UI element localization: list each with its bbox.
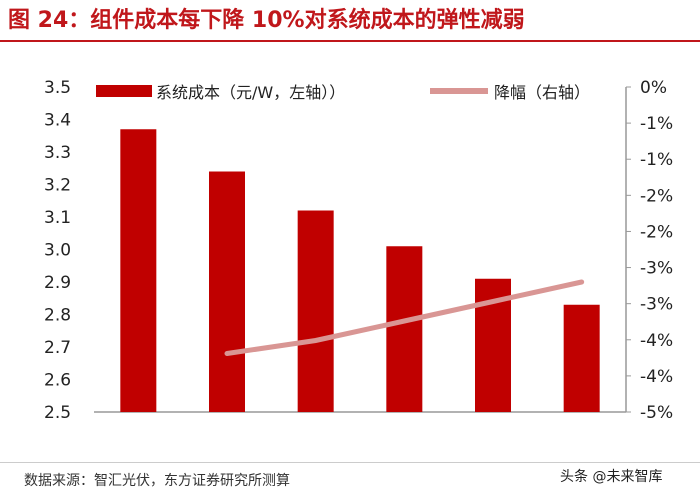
title-divider — [0, 40, 700, 42]
right-tick-label: -4% — [640, 331, 673, 351]
right-tick-label: -1% — [640, 150, 673, 170]
watermark: 头条 @未来智库 — [560, 469, 663, 485]
legend-swatch-bar — [96, 85, 152, 97]
right-tick-label: 0% — [640, 78, 667, 98]
bar — [297, 210, 334, 412]
left-tick-label: 3.1 — [44, 208, 71, 228]
left-tick-label: 2.7 — [44, 338, 71, 358]
bar-series — [120, 129, 600, 412]
left-tick-label: 3.2 — [44, 176, 71, 196]
right-tick-label: -2% — [640, 186, 673, 206]
left-tick-label: 3.4 — [44, 111, 71, 131]
footer-divider — [0, 462, 700, 463]
right-tick-label: -5% — [640, 403, 673, 423]
left-tick-label: 2.6 — [44, 371, 71, 391]
left-tick-label: 3.3 — [44, 143, 71, 163]
left-tick-label: 3.0 — [44, 241, 71, 261]
bar — [386, 246, 423, 412]
right-tick-label: -4% — [640, 367, 673, 387]
legend-swatch-line — [430, 88, 488, 94]
legend-label-line: 降幅（右轴） — [494, 83, 590, 102]
right-tick-label: -3% — [640, 259, 673, 279]
legend-label-bar: 系统成本（元/W，左轴）） — [156, 83, 345, 102]
left-axis-ticks: 3.5 3.4 3.3 3.2 3.1 3.0 2.9 2.8 2.7 2.6 2.5 — [44, 78, 71, 423]
left-tick-label: 3.5 — [44, 78, 71, 98]
left-tick-label: 2.9 — [44, 273, 71, 293]
bar — [563, 304, 600, 412]
left-tick-label: 2.8 — [44, 306, 71, 326]
chart-legend: 系统成本（元/W，左轴）） 降幅（右轴） — [96, 83, 590, 102]
bar — [209, 171, 245, 412]
source-note: 数据来源：智汇光伏，东方证券研究所测算 — [24, 473, 290, 489]
right-tick-label: -3% — [640, 295, 673, 315]
chart-axes — [94, 86, 631, 413]
figure-title: 图 24：组件成本每下降 10%对系统成本的弹性减弱 — [8, 8, 525, 33]
right-tick-label: -2% — [640, 222, 673, 242]
right-tick-label: -1% — [640, 114, 673, 134]
line-series — [224, 279, 585, 356]
left-tick-label: 2.5 — [44, 403, 71, 423]
bar — [120, 129, 157, 412]
right-axis-ticks: 0% -1% -1% -2% -2% -3% -3% -4% -4% -5% — [640, 78, 673, 423]
